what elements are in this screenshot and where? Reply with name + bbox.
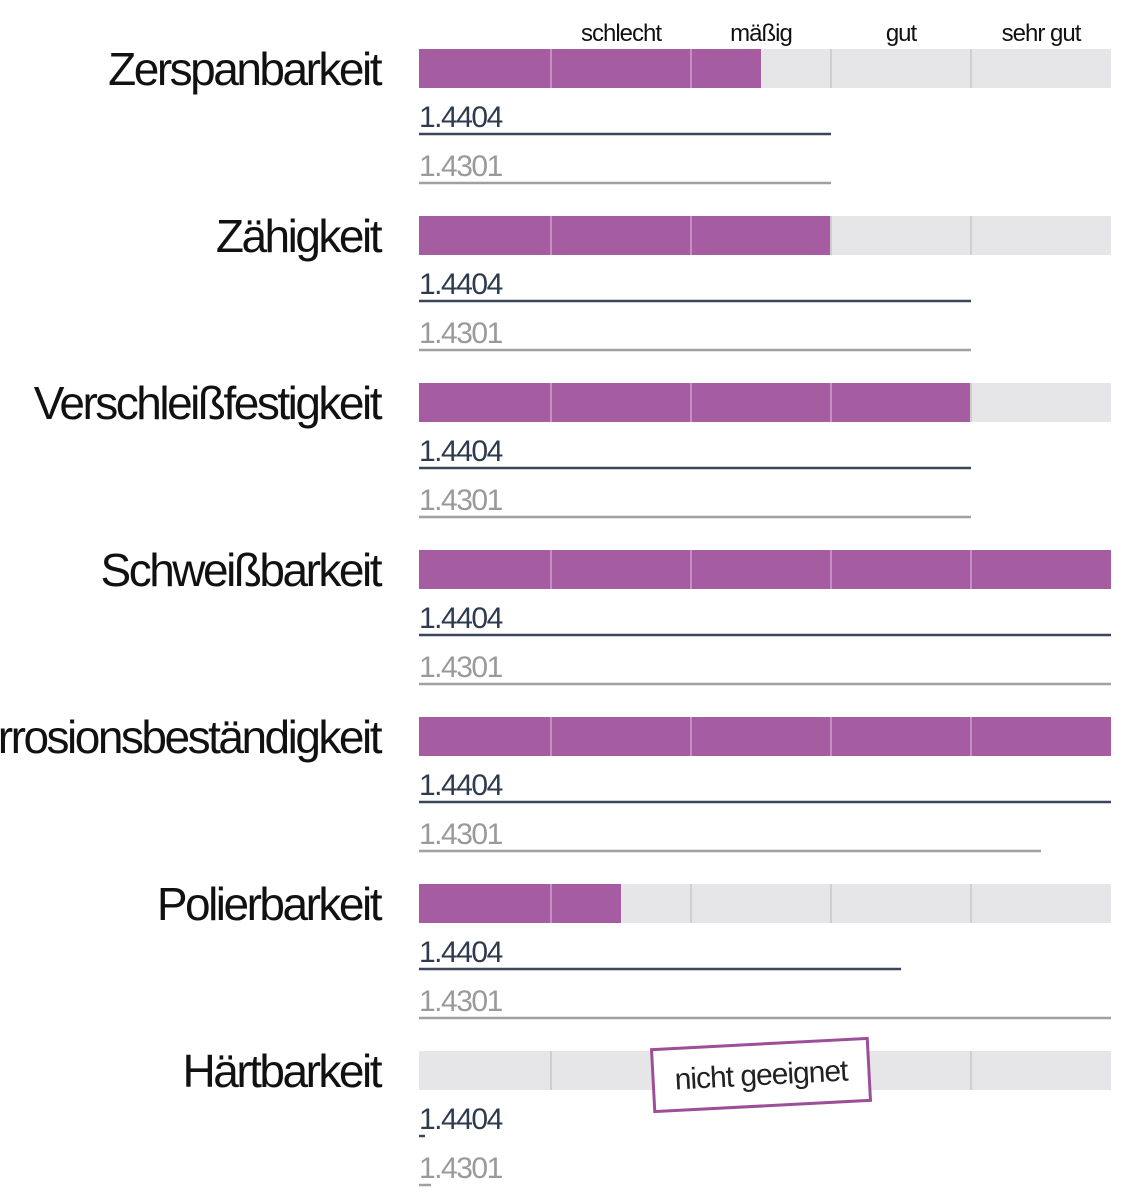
rating-bar bbox=[419, 216, 831, 255]
material-label-1-4404: 1.4404 bbox=[419, 769, 503, 802]
material-label-1-4301: 1.4301 bbox=[419, 651, 503, 684]
material-label-1-4404: 1.4404 bbox=[419, 602, 503, 635]
material-label-1-4301: 1.4301 bbox=[419, 317, 503, 350]
material-label-1-4301: 1.4301 bbox=[419, 1152, 503, 1185]
rating-bar bbox=[419, 383, 971, 422]
scale-label-2: mäßig bbox=[730, 20, 792, 47]
property-label: Polierbarkeit bbox=[157, 878, 383, 930]
property-label: Zerspanbarkeit bbox=[108, 43, 383, 95]
rating-bar bbox=[419, 884, 621, 923]
rating-bar bbox=[419, 550, 1111, 589]
scale-label-1: schlecht bbox=[581, 20, 662, 47]
property-label: Verschleißfestigkeit bbox=[34, 377, 383, 429]
rating-bar bbox=[419, 49, 761, 88]
material-label-1-4301: 1.4301 bbox=[419, 484, 503, 517]
material-label-1-4404: 1.4404 bbox=[419, 435, 503, 468]
property-label: Härtbarkeit bbox=[183, 1045, 383, 1097]
stamp-frame bbox=[649, 1036, 873, 1114]
property-label: Zähigkeit bbox=[216, 210, 383, 262]
material-label-1-4404: 1.4404 bbox=[419, 268, 503, 301]
not-suitable-stamp: nicht geeignet bbox=[649, 1036, 873, 1114]
material-label-1-4301: 1.4301 bbox=[419, 985, 503, 1018]
property-label: Schweißbarkeit bbox=[101, 544, 383, 596]
material-label-1-4404: 1.4404 bbox=[419, 1103, 503, 1136]
material-label-1-4301: 1.4301 bbox=[419, 818, 503, 851]
material-label-1-4404: 1.4404 bbox=[419, 936, 503, 969]
scale-label-4: sehr gut bbox=[1002, 20, 1082, 47]
scale-label-3: gut bbox=[886, 20, 918, 47]
material-label-1-4301: 1.4301 bbox=[419, 150, 503, 183]
material-label-1-4404: 1.4404 bbox=[419, 101, 503, 134]
property-label: Korrosionsbeständigkeit bbox=[0, 711, 383, 763]
rating-bar bbox=[419, 717, 1111, 756]
